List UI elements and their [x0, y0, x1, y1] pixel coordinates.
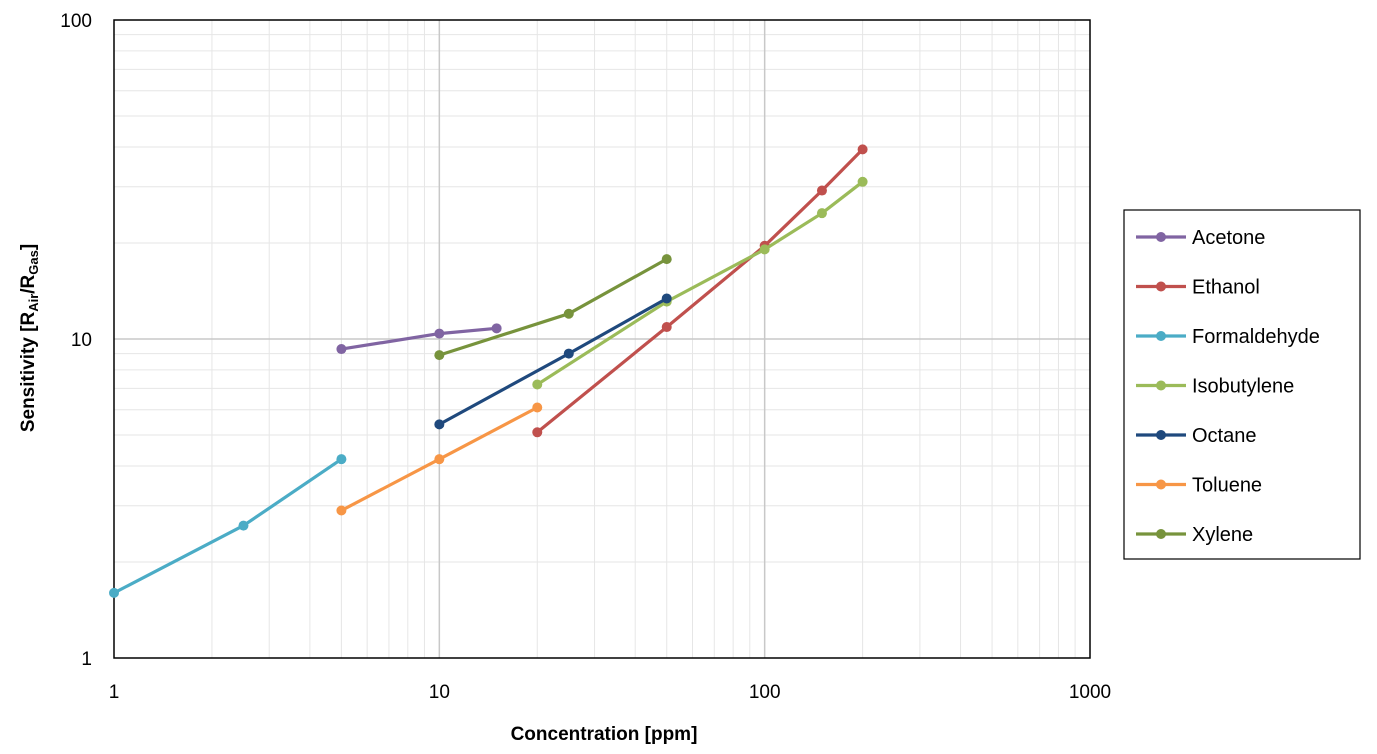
data-point-formaldehyde	[109, 587, 119, 598]
y-axis-title-sub2: Gas	[26, 250, 41, 275]
y-axis-title-base: Sensitivity [R	[18, 312, 39, 433]
data-point-formaldehyde	[238, 520, 249, 531]
legend-swatch-marker	[1156, 232, 1166, 242]
data-point-octane	[661, 293, 672, 304]
x-tick-label: 100	[749, 682, 781, 703]
data-point-isobutylene	[816, 208, 827, 219]
major-gridlines	[114, 20, 1090, 658]
data-point-xylene	[661, 254, 672, 265]
legend-swatch-marker	[1156, 331, 1166, 341]
series-line-xylene	[438, 257, 668, 357]
x-tick-label: 10	[429, 682, 450, 703]
data-point-toluene	[336, 505, 347, 516]
series-acetone	[336, 323, 502, 355]
data-point-toluene	[532, 402, 543, 413]
series-line-ethanol	[536, 148, 864, 434]
x-axis-title: Concentration [ppm]	[511, 724, 698, 745]
data-point-acetone	[336, 344, 347, 355]
data-point-acetone	[434, 328, 445, 339]
x-tick-label: 1000	[1069, 682, 1111, 703]
legend-items: Acetone Ethanol Formaldehyde Isobutylene Oct…	[1136, 227, 1320, 546]
y-axis-title-end: ]	[18, 244, 39, 250]
y-axis-title-sub1: Air	[26, 294, 41, 312]
data-point-ethanol	[532, 427, 543, 438]
series-formaldehyde	[109, 454, 347, 598]
legend-label-xylene: Xylene	[1192, 524, 1253, 546]
legend-label-toluene: Toluene	[1192, 475, 1262, 497]
legend: Acetone Ethanol Formaldehyde Isobutylene Oct…	[1123, 209, 1361, 560]
data-point-xylene	[563, 308, 574, 319]
series-toluene	[336, 402, 543, 516]
x-tick-label: 1	[109, 682, 120, 703]
series-octane	[434, 293, 672, 430]
legend-label-formaldehyde: Formaldehyde	[1192, 326, 1320, 348]
legend-item-xylene: Xylene	[1136, 524, 1253, 546]
data-point-octane	[563, 348, 574, 359]
legend-swatch-marker	[1156, 380, 1166, 391]
legend-item-octane: Octane	[1136, 425, 1256, 447]
y-axis-ticks: 1 10 100	[60, 11, 92, 670]
y-tick-label: 10	[71, 330, 92, 351]
legend-item-acetone: Acetone	[1136, 227, 1265, 249]
y-axis-title: Sensitivity [RAir/RGas]	[18, 244, 41, 432]
y-tick-label: 100	[60, 11, 92, 32]
data-point-isobutylene	[532, 379, 543, 390]
legend-item-toluene: Toluene	[1136, 475, 1262, 497]
data-point-ethanol	[816, 185, 827, 196]
legend-swatch-marker	[1156, 479, 1166, 490]
series-line-formaldehyde	[113, 457, 343, 595]
series-layer	[109, 144, 868, 598]
legend-item-formaldehyde: Formaldehyde	[1136, 326, 1320, 348]
data-point-acetone	[491, 323, 502, 334]
series-isobutylene	[532, 176, 868, 390]
plot-area-border	[113, 19, 1091, 659]
data-point-octane	[434, 419, 445, 430]
legend-item-isobutylene: Isobutylene	[1136, 376, 1294, 398]
data-point-isobutylene	[857, 176, 868, 187]
data-point-isobutylene	[759, 244, 770, 255]
x-axis-ticks: 1 10 100 1000	[109, 682, 1111, 703]
y-tick-label: 1	[81, 649, 92, 670]
data-point-xylene	[434, 350, 445, 361]
series-ethanol	[532, 144, 868, 438]
data-point-toluene	[434, 454, 445, 465]
series-xylene	[434, 254, 672, 361]
legend-label-acetone: Acetone	[1192, 227, 1265, 249]
legend-swatch-marker	[1156, 529, 1166, 539]
legend-swatch-marker	[1156, 281, 1166, 292]
legend-label-octane: Octane	[1192, 425, 1256, 447]
legend-label-isobutylene: Isobutylene	[1192, 376, 1294, 398]
y-axis-title-mid: /R	[18, 274, 39, 293]
data-point-ethanol	[857, 144, 868, 155]
legend-item-ethanol: Ethanol	[1136, 277, 1260, 299]
data-point-formaldehyde	[336, 454, 347, 465]
legend-label-ethanol: Ethanol	[1192, 277, 1260, 299]
legend-swatch-marker	[1156, 430, 1166, 440]
data-point-ethanol	[661, 322, 672, 333]
